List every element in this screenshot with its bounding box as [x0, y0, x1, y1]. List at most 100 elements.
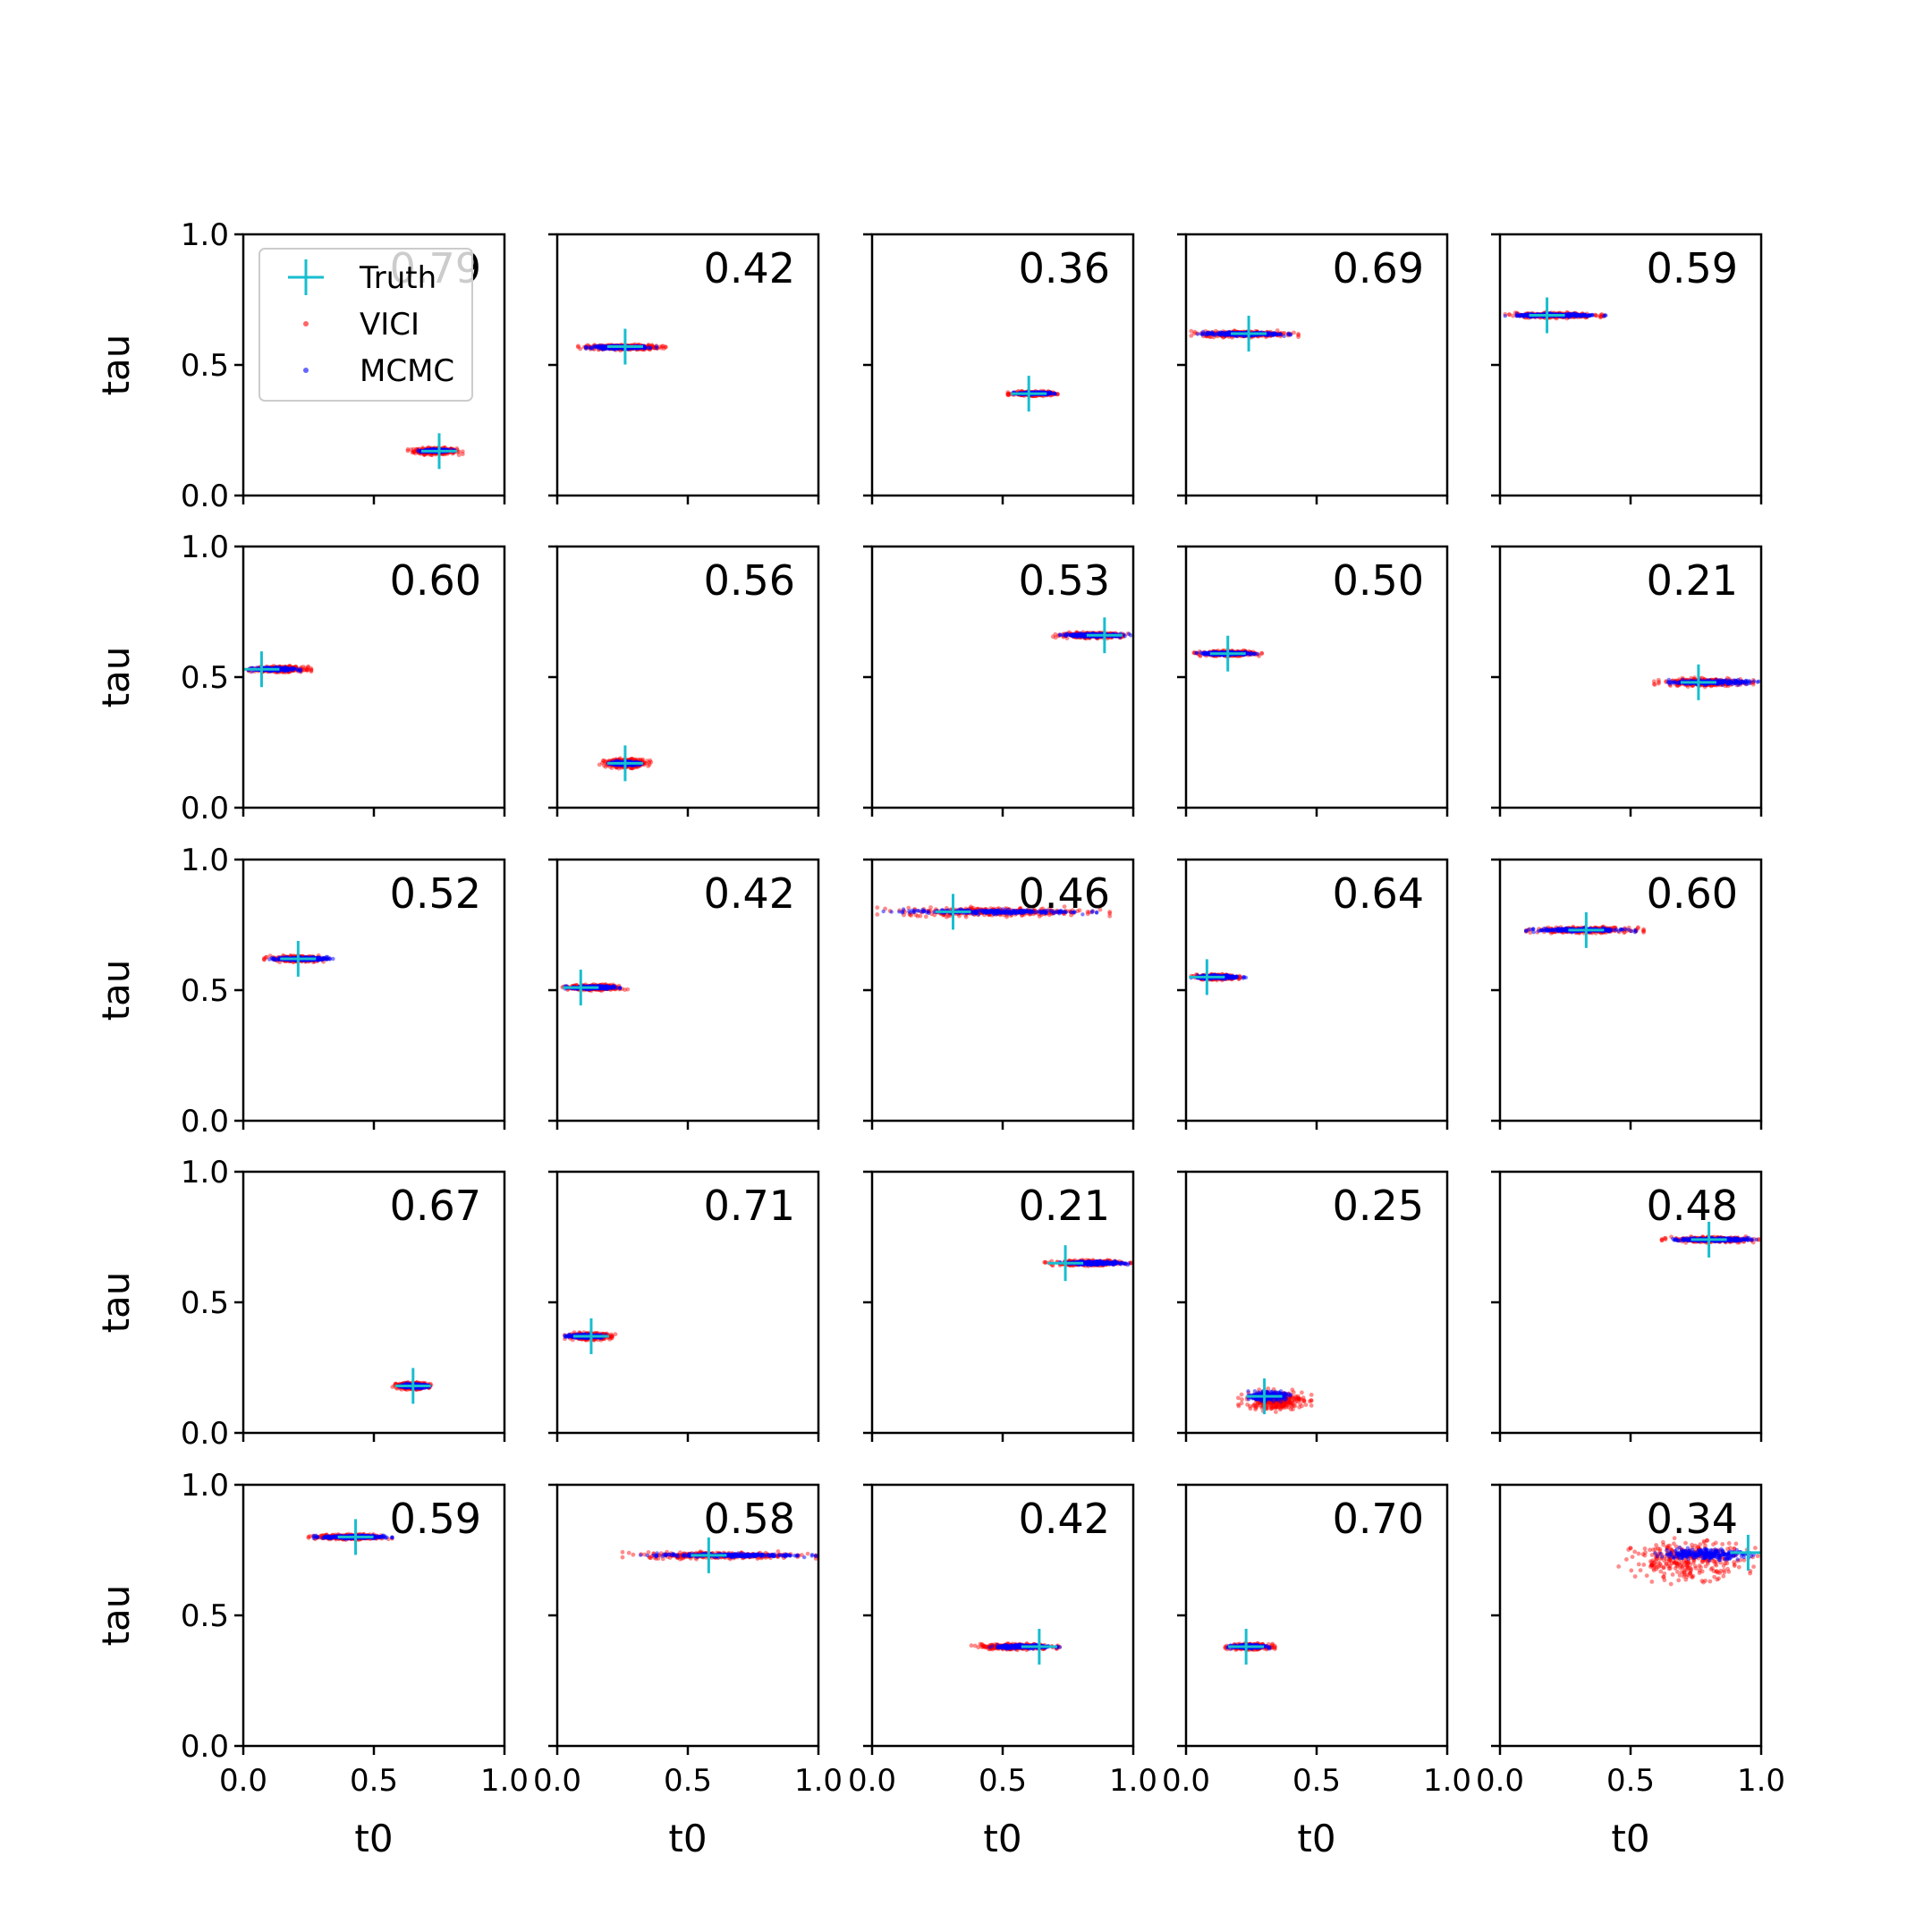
- vici-point: [309, 669, 314, 674]
- panel-5: 0.59: [1491, 233, 1763, 504]
- panel-4-points: [1189, 315, 1301, 352]
- mcmc-point: [583, 345, 589, 350]
- mcmc-point: [654, 346, 659, 351]
- mcmc-point: [589, 346, 595, 351]
- y-tick-label: 0.0: [181, 479, 229, 514]
- panel-4: 0.69: [1177, 233, 1449, 504]
- vici-point: [659, 345, 664, 351]
- panel-3: 0.36: [863, 233, 1135, 504]
- mcmc-point: [1123, 634, 1127, 639]
- vici-point: [1189, 328, 1194, 334]
- mcmc-point: [1053, 391, 1057, 396]
- vici-point: [460, 452, 465, 457]
- vici-point: [1593, 313, 1598, 318]
- mcmc-point: [1578, 313, 1582, 318]
- mcmc-point: [1267, 331, 1272, 335]
- mcmc-point: [1063, 632, 1068, 637]
- mcmc-point: [290, 665, 294, 671]
- vici-point: [405, 448, 411, 453]
- vici-point: [309, 666, 314, 671]
- vici-point: [648, 759, 654, 765]
- vici-point: [1597, 314, 1603, 318]
- vici-point: [1005, 390, 1011, 395]
- panel-5-truth-marker: [1529, 297, 1565, 334]
- mcmc-point: [1078, 634, 1083, 639]
- mcmc-point: [285, 666, 290, 672]
- vici-point: [659, 343, 665, 349]
- vici-point: [648, 758, 653, 763]
- mcmc-point: [1211, 332, 1216, 337]
- overlap-value: 0.42: [704, 244, 795, 292]
- mcmc-point: [1572, 312, 1577, 318]
- vici-point: [1192, 329, 1198, 335]
- mcmc-point: [595, 344, 600, 349]
- vici-point: [1053, 635, 1058, 640]
- vici-point: [1007, 392, 1012, 397]
- vici-point: [647, 760, 652, 765]
- vici-point: [1053, 631, 1058, 637]
- vici-point: [1050, 634, 1055, 640]
- vici-point: [1006, 391, 1012, 396]
- panel-7: 0.56: [548, 545, 820, 817]
- vici-point: [600, 758, 606, 764]
- vici-point: [657, 344, 662, 350]
- panel-8-points: [1050, 617, 1133, 654]
- vici-point: [305, 666, 309, 672]
- vici-point: [411, 450, 416, 454]
- mcmc-point: [1514, 314, 1519, 318]
- vici-point: [456, 449, 462, 454]
- mcmc-point: [1503, 314, 1508, 318]
- vici-point: [576, 344, 580, 350]
- panel-7-truth-marker: [606, 745, 643, 782]
- vici-point: [609, 766, 614, 770]
- vici-point: [1296, 335, 1301, 340]
- vici-point: [601, 758, 606, 763]
- mcmc-point: [418, 448, 423, 453]
- vici-point: [1189, 334, 1194, 338]
- vici-point: [1506, 312, 1512, 318]
- mcmc-point: [1288, 333, 1293, 337]
- vici-point: [600, 760, 605, 766]
- vici-point: [1296, 333, 1301, 337]
- panel-9: 0.50: [1177, 545, 1449, 817]
- vici-point: [411, 449, 417, 454]
- y-axis-label: tau: [94, 647, 138, 708]
- mcmc-point: [279, 667, 284, 672]
- mcmc-point: [1067, 632, 1072, 638]
- vici-point: [304, 667, 309, 673]
- vici-point: [456, 453, 462, 458]
- vici-point: [301, 667, 307, 673]
- overlap-value: 0.56: [704, 556, 795, 605]
- vici-point: [640, 757, 646, 762]
- vici-point: [306, 665, 310, 670]
- vici-point: [1275, 328, 1280, 333]
- y-tick-label: 1.0: [181, 217, 229, 253]
- mcmc-point: [1520, 312, 1524, 318]
- mcmc-point: [295, 668, 301, 673]
- panel-9-points: [1191, 635, 1265, 672]
- vici-point: [411, 449, 417, 453]
- vici-point: [1598, 313, 1603, 318]
- mcmc-point: [1200, 333, 1205, 337]
- vici-point: [1594, 313, 1599, 318]
- mcmc-point: [1276, 332, 1281, 336]
- vici-point: [664, 344, 668, 350]
- mcmc-point: [1603, 313, 1607, 318]
- vici-point: [645, 758, 649, 764]
- vici-point: [646, 764, 650, 768]
- vici-point: [309, 667, 314, 673]
- vici-point: [603, 764, 608, 769]
- mcmc-point: [646, 345, 651, 350]
- mcmc-point: [1203, 331, 1208, 335]
- vici-point: [306, 664, 310, 669]
- vici-point: [1292, 330, 1296, 335]
- vici-point: [302, 667, 307, 673]
- mcmc-point: [1207, 332, 1212, 336]
- panel-2-points: [576, 328, 668, 365]
- vici-point: [1598, 315, 1603, 320]
- panel-1-truth-marker: [421, 433, 457, 470]
- vici-point: [422, 453, 427, 458]
- vici-point: [1511, 313, 1515, 318]
- overlap-value: 0.60: [390, 556, 481, 605]
